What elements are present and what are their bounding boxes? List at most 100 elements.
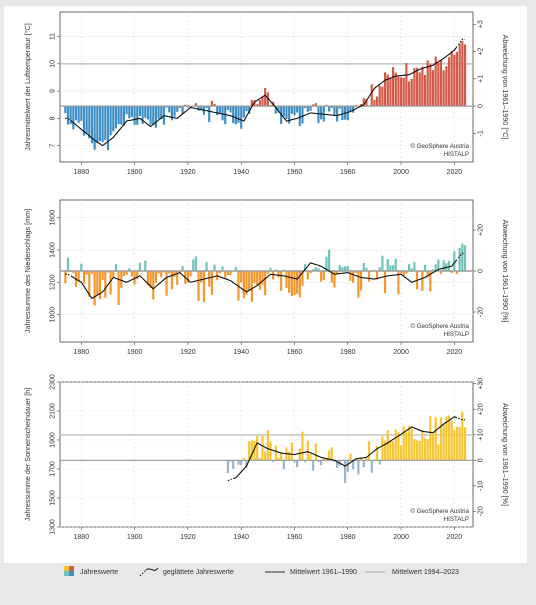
data-bar (421, 271, 423, 291)
data-bar (397, 77, 399, 107)
data-bar (152, 106, 154, 125)
data-bar (328, 106, 330, 111)
data-bar (395, 73, 397, 106)
swatch-cell (69, 571, 74, 576)
data-bar (291, 106, 293, 114)
data-bar (245, 106, 247, 111)
credit-text: © GeoSphere Austria (410, 143, 469, 150)
data-bar (307, 106, 309, 112)
x-tick-label: 2000 (393, 349, 409, 356)
data-bar (261, 97, 263, 106)
data-bar (157, 106, 159, 119)
data-bar (432, 70, 434, 106)
data-bar (387, 259, 389, 271)
data-bar (379, 86, 381, 106)
data-bar (424, 438, 426, 460)
data-bar (118, 271, 120, 305)
data-bar (259, 271, 261, 290)
legend-smoothed-label: geglättete Jahreswerte (163, 569, 234, 576)
data-bar (75, 106, 77, 120)
data-bar (240, 106, 242, 129)
data-bar (379, 460, 381, 464)
data-bar (416, 440, 418, 460)
data-bar (136, 106, 138, 125)
data-bar (237, 106, 239, 123)
data-bar (413, 439, 415, 460)
data-bar (333, 106, 335, 115)
data-bar (176, 106, 178, 112)
data-bar (229, 106, 231, 112)
data-bar (429, 416, 431, 460)
data-bar (421, 67, 423, 107)
x-tick-label: 2000 (393, 169, 409, 176)
data-bar (443, 260, 445, 271)
data-bar (437, 444, 439, 460)
y2-tick-label: +10 (478, 429, 485, 441)
data-bar (413, 68, 415, 106)
data-bar (102, 106, 104, 142)
data-bar (459, 248, 461, 271)
y2-tick-label: +30 (478, 378, 485, 390)
data-bar (88, 106, 90, 138)
data-bar (67, 258, 69, 271)
data-bar (171, 106, 173, 120)
data-bar (232, 460, 234, 469)
data-bar (440, 417, 442, 460)
data-bar (134, 106, 136, 125)
x-tick-label: 1920 (180, 169, 196, 176)
data-bar (349, 271, 351, 281)
data-bar (131, 106, 133, 117)
data-bar (243, 106, 245, 117)
data-bar (363, 460, 365, 467)
data-bar (272, 271, 274, 280)
credit-text: HISTALP (444, 516, 469, 523)
data-bar (424, 265, 426, 271)
data-bar (373, 100, 375, 106)
data-bar (432, 434, 434, 460)
data-bar (264, 271, 266, 295)
data-bar (94, 271, 96, 305)
x-tick-label: 2020 (447, 349, 463, 356)
legend-annual-label: Jahreswerte (80, 569, 118, 576)
data-bar (411, 429, 413, 461)
x-tick-label: 1920 (180, 534, 196, 541)
data-bar (360, 271, 362, 290)
y2-tick-label: 0 (478, 458, 485, 462)
x-tick-label: 1980 (340, 534, 356, 541)
y2-tick-label: 0 (478, 104, 485, 108)
data-bar (112, 106, 114, 131)
data-bar (371, 460, 373, 473)
y2-tick-label: 0 (478, 269, 485, 273)
data-bar (291, 271, 293, 296)
x-tick-label: 2020 (447, 534, 463, 541)
data-bar (107, 106, 109, 150)
data-bar (213, 265, 215, 271)
credit-text: HISTALP (444, 151, 469, 158)
data-bar (453, 430, 455, 461)
data-bar (211, 271, 213, 295)
y2-tick-label: +1 (478, 75, 485, 83)
y-tick-label: 1300 (50, 519, 57, 535)
data-bar (413, 262, 415, 271)
data-bar (405, 63, 407, 106)
data-bar (296, 460, 298, 467)
data-bar (189, 271, 191, 276)
data-bar (227, 460, 229, 473)
data-bar (296, 106, 298, 113)
data-bar (395, 429, 397, 460)
data-bar (400, 445, 402, 460)
x-tick-label: 1920 (180, 349, 196, 356)
data-bar (347, 460, 349, 472)
data-bar (453, 55, 455, 106)
data-bar (307, 271, 309, 280)
data-bar (229, 271, 231, 275)
data-bar (131, 271, 133, 276)
data-bar (285, 271, 287, 288)
data-bar (384, 271, 386, 293)
data-bar (317, 106, 319, 123)
data-bar (357, 271, 359, 298)
